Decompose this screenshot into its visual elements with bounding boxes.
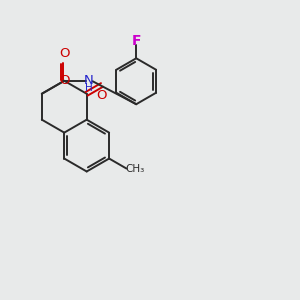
Text: F: F xyxy=(131,34,141,49)
Text: O: O xyxy=(59,74,70,87)
Text: O: O xyxy=(97,89,107,102)
Text: H: H xyxy=(85,83,93,93)
Text: O: O xyxy=(59,47,69,60)
Text: CH₃: CH₃ xyxy=(125,164,144,173)
Text: N: N xyxy=(84,74,94,87)
